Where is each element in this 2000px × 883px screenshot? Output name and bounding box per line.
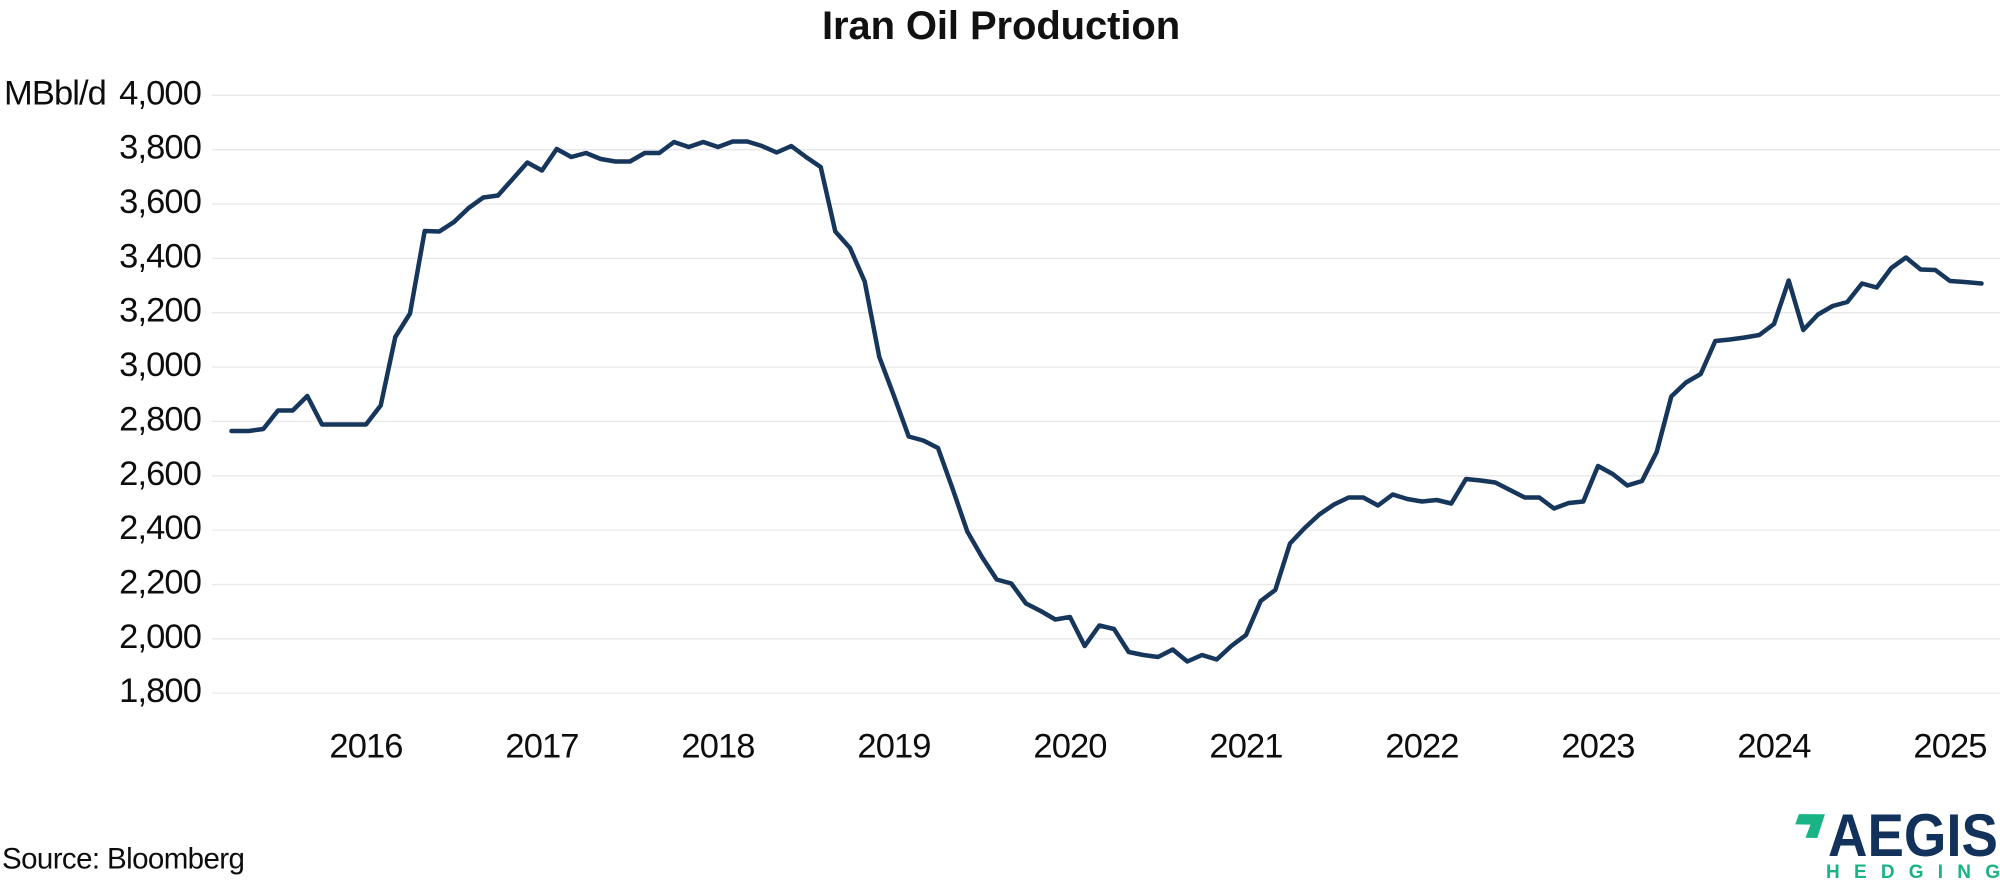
svg-text:Iran Oil Production: Iran Oil Production [822, 4, 1180, 48]
svg-text:2022: 2022 [1385, 728, 1458, 766]
svg-text:3,600: 3,600 [119, 183, 201, 221]
svg-text:2021: 2021 [1209, 728, 1282, 766]
svg-text:2025: 2025 [1913, 728, 1986, 766]
svg-text:3,200: 3,200 [119, 292, 201, 330]
svg-text:2,600: 2,600 [119, 455, 201, 493]
svg-text:4,000: 4,000 [119, 74, 201, 112]
svg-text:2020: 2020 [1033, 728, 1106, 766]
svg-text:2017: 2017 [505, 728, 578, 766]
svg-text:2,000: 2,000 [119, 618, 201, 656]
svg-text:MBbl/d: MBbl/d [4, 74, 106, 112]
svg-text:3,000: 3,000 [119, 346, 201, 384]
svg-text:3,800: 3,800 [119, 129, 201, 167]
svg-text:2024: 2024 [1737, 728, 1811, 766]
svg-text:2018: 2018 [681, 728, 754, 766]
svg-text:2023: 2023 [1561, 728, 1634, 766]
svg-text:2,200: 2,200 [119, 564, 201, 602]
svg-text:2,400: 2,400 [119, 509, 201, 547]
svg-text:2,800: 2,800 [119, 400, 201, 438]
svg-text:2016: 2016 [329, 728, 402, 766]
svg-text:AEGIS: AEGIS [1828, 801, 1998, 869]
svg-text:1,800: 1,800 [119, 672, 201, 710]
svg-text:Source: Bloomberg: Source: Bloomberg [2, 843, 244, 876]
svg-text:3,400: 3,400 [119, 237, 201, 275]
svg-text:2019: 2019 [857, 728, 930, 766]
